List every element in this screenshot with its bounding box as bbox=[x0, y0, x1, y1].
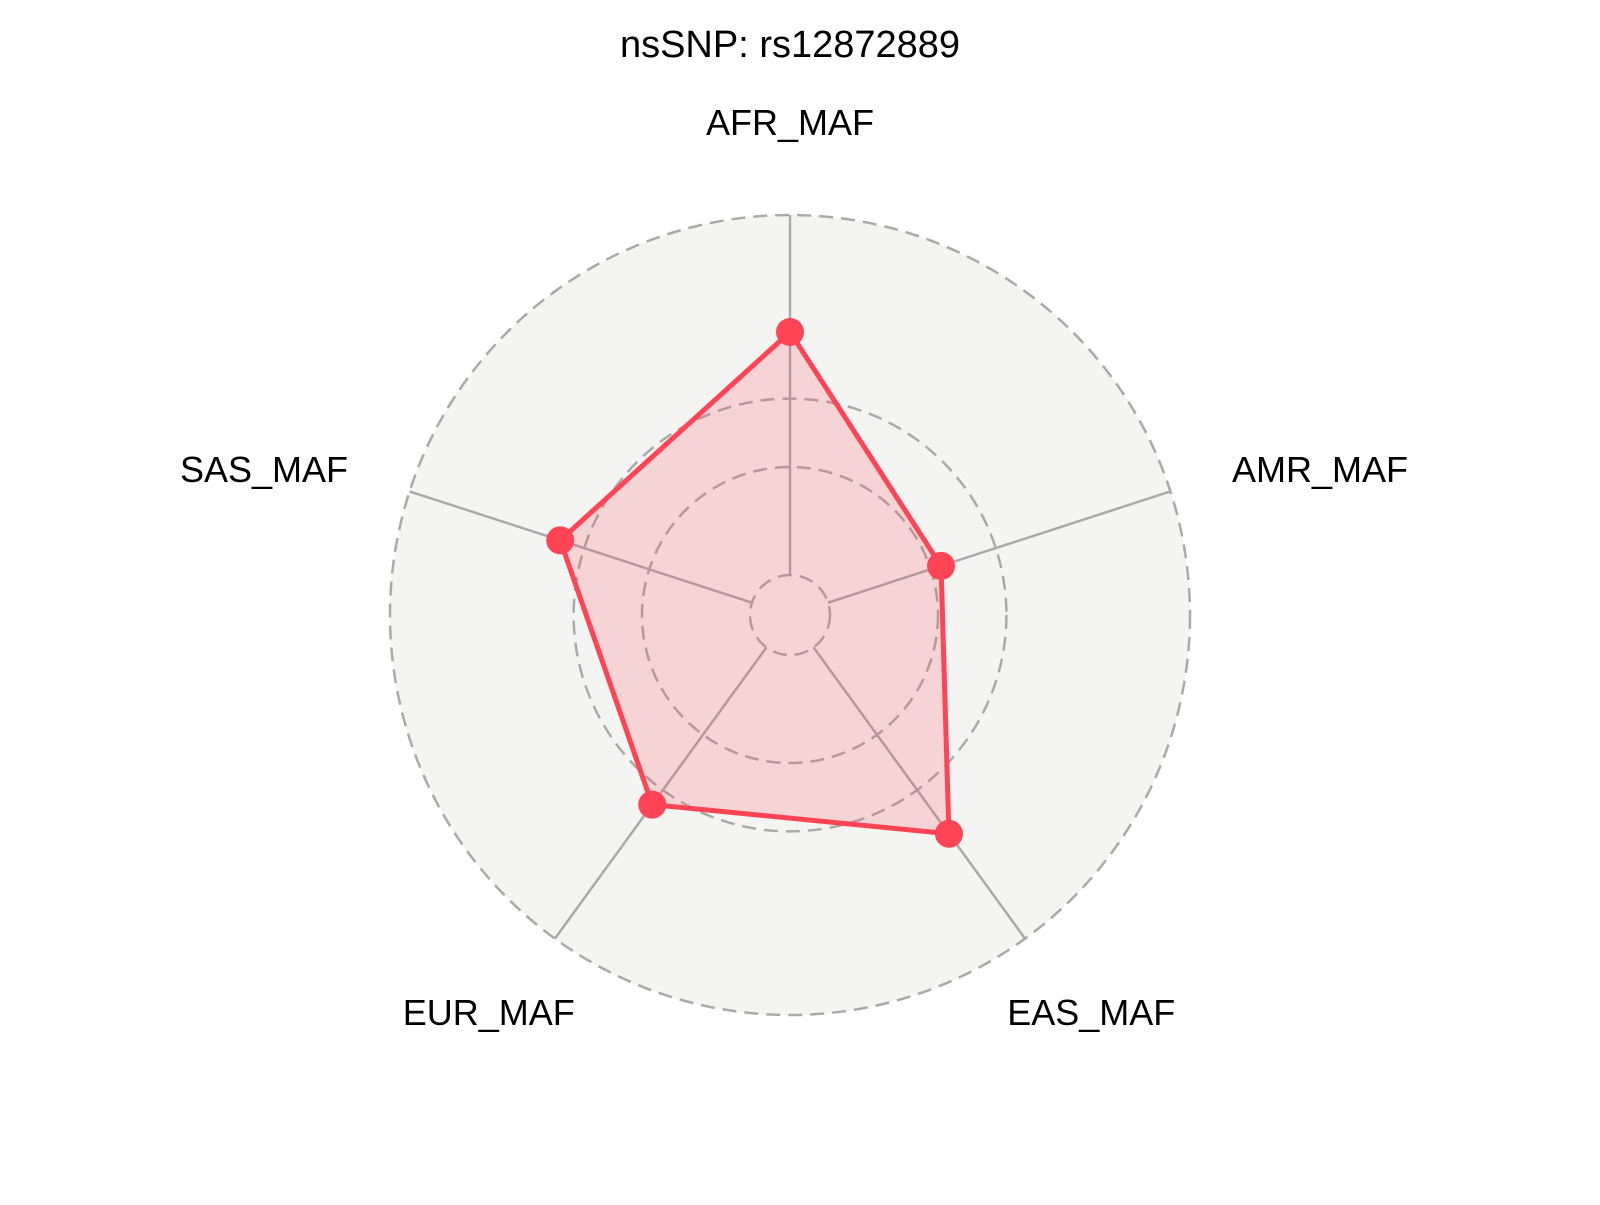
axis-label: EUR_MAF bbox=[403, 992, 575, 1033]
axis-line-AMR_MAF bbox=[827, 490, 1171, 604]
plot-background bbox=[390, 215, 1190, 1015]
data-point-SAS_MAF bbox=[546, 526, 575, 555]
axis-label: AFR_MAF bbox=[706, 102, 874, 143]
series-area bbox=[560, 332, 949, 834]
data-point-EUR_MAF bbox=[638, 790, 667, 819]
chart-title: nsSNP: rs12872889 bbox=[620, 24, 960, 66]
axis-label: SAS_MAF bbox=[180, 449, 348, 490]
axis-label: AMR_MAF bbox=[1232, 449, 1408, 490]
axis-line-EUR_MAF bbox=[553, 646, 768, 940]
axis-labels: AFR_MAF AMR_MAF EAS_MAF EUR_MAF SAS_MAF bbox=[180, 102, 1408, 1033]
plot-area bbox=[390, 215, 1190, 1015]
axis-line-SAS_MAF bbox=[409, 490, 753, 604]
data-point-AMR_MAF bbox=[927, 551, 956, 580]
data-point-EAS_MAF bbox=[934, 819, 963, 848]
gridline-circle-3 bbox=[388, 213, 1192, 1017]
series-line bbox=[557, 329, 952, 837]
series-layer bbox=[546, 318, 963, 848]
axis-lines bbox=[409, 215, 1171, 940]
data-point-AFR_MAF bbox=[776, 318, 804, 346]
axis-line-EAS_MAF bbox=[812, 646, 1027, 940]
gridline-circle-1 bbox=[640, 465, 940, 765]
axis-label: EAS_MAF bbox=[1007, 992, 1175, 1033]
